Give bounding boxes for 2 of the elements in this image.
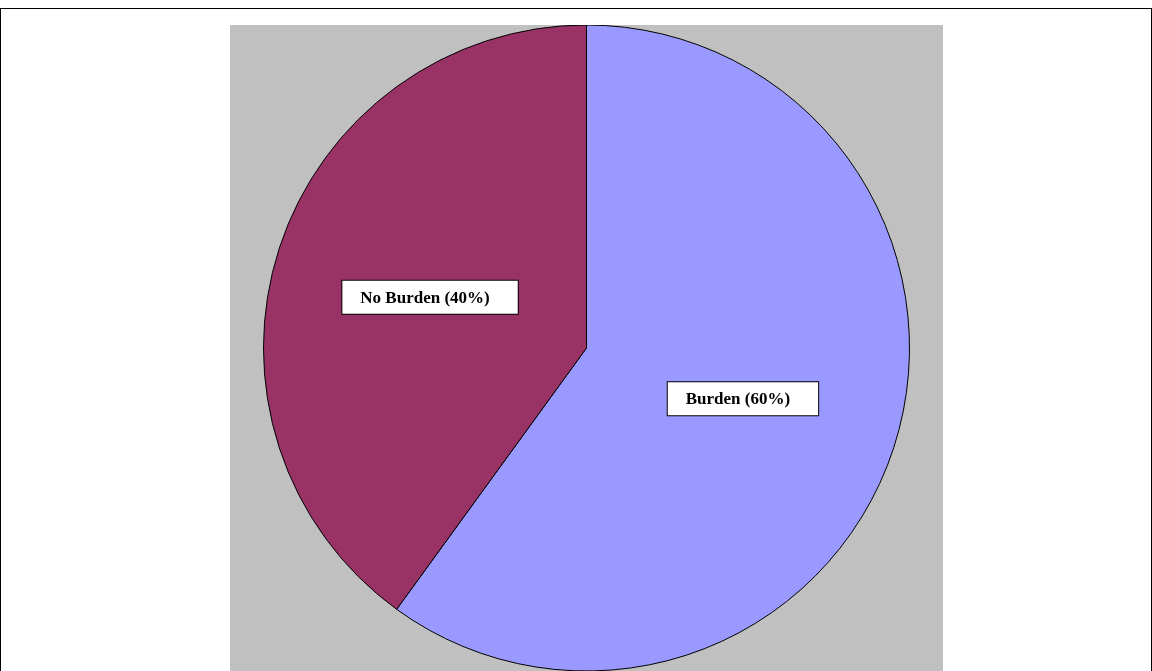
slice-label: Burden (60%) (685, 389, 791, 409)
slice-label: No Burden (40%) (360, 287, 490, 307)
